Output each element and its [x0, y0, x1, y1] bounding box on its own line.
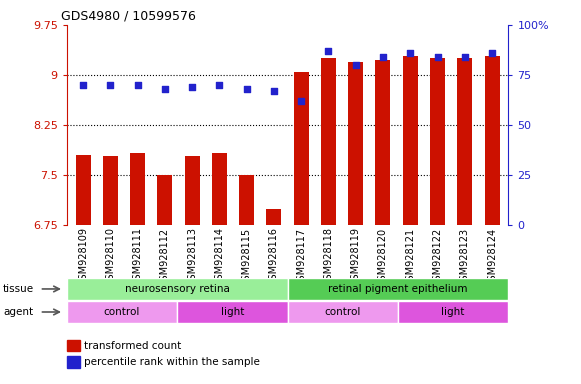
Bar — [67, 301, 177, 323]
Bar — [403, 56, 418, 225]
Bar — [103, 156, 118, 225]
Bar — [457, 58, 472, 225]
Bar — [157, 175, 173, 225]
Bar — [321, 58, 336, 225]
Bar — [239, 175, 254, 225]
Bar — [348, 61, 363, 225]
Point — [160, 86, 170, 92]
Point — [188, 84, 197, 90]
Text: control: control — [104, 307, 140, 317]
Bar — [485, 56, 500, 225]
Text: light: light — [442, 307, 465, 317]
Bar — [185, 156, 200, 225]
Text: light: light — [221, 307, 244, 317]
Point — [215, 82, 224, 88]
Text: percentile rank within the sample: percentile rank within the sample — [84, 357, 260, 367]
Text: GDS4980 / 10599576: GDS4980 / 10599576 — [61, 10, 196, 23]
Bar — [288, 301, 398, 323]
Point — [324, 48, 333, 54]
Bar — [177, 301, 288, 323]
Point — [406, 50, 415, 56]
Bar — [288, 278, 508, 300]
Text: transformed count: transformed count — [84, 341, 181, 351]
Point — [351, 62, 360, 68]
Bar — [398, 301, 508, 323]
Point — [460, 54, 469, 60]
Point — [433, 54, 442, 60]
Bar — [267, 209, 281, 225]
Text: retinal pigment epithelium: retinal pigment epithelium — [328, 284, 468, 294]
Bar — [130, 154, 145, 225]
Point — [296, 98, 306, 104]
Point — [106, 82, 115, 88]
Bar — [430, 58, 445, 225]
Point — [242, 86, 252, 92]
Bar — [67, 278, 288, 300]
Point — [78, 82, 88, 88]
Point — [378, 54, 388, 60]
Point — [487, 50, 497, 56]
Bar — [375, 60, 390, 225]
Point — [133, 82, 142, 88]
Text: neurosensory retina: neurosensory retina — [125, 284, 229, 294]
Text: control: control — [325, 307, 361, 317]
Bar — [294, 71, 309, 225]
Text: tissue: tissue — [3, 284, 34, 294]
Text: agent: agent — [3, 307, 33, 317]
Bar — [76, 155, 91, 225]
Bar — [212, 154, 227, 225]
Point — [270, 88, 279, 94]
